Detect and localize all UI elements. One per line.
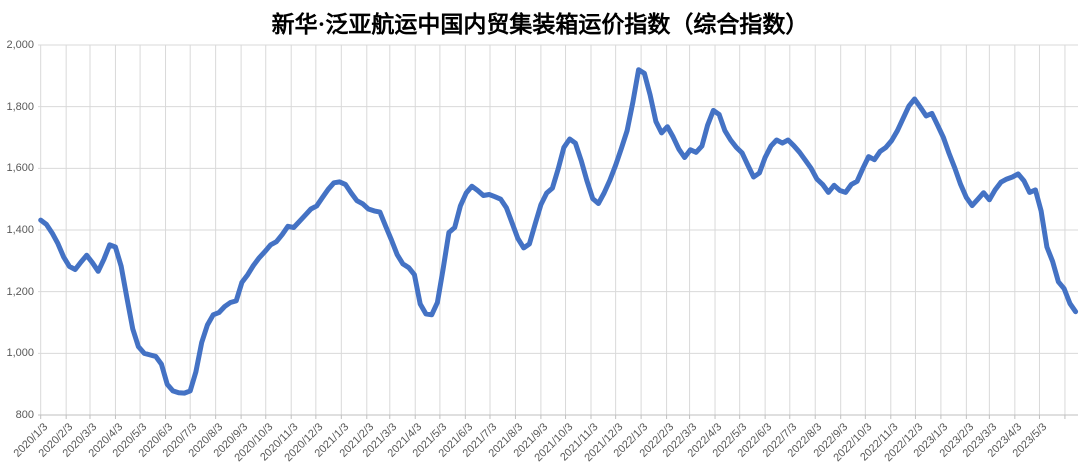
y-tick-label: 1,800 [6,100,34,113]
chart-title: 新华·泛亚航运中国内贸集装箱运价指数（综合指数） [271,12,809,37]
series-line [38,67,1079,396]
y-tick-label: 1,400 [6,224,34,236]
y-tick-label: 2,000 [6,39,34,51]
y-tick-label: 800 [15,409,34,421]
y-tick-label: 1,000 [6,347,34,360]
y-tick-label: 1,200 [6,285,34,298]
y-tick-label: 1,600 [6,162,34,175]
